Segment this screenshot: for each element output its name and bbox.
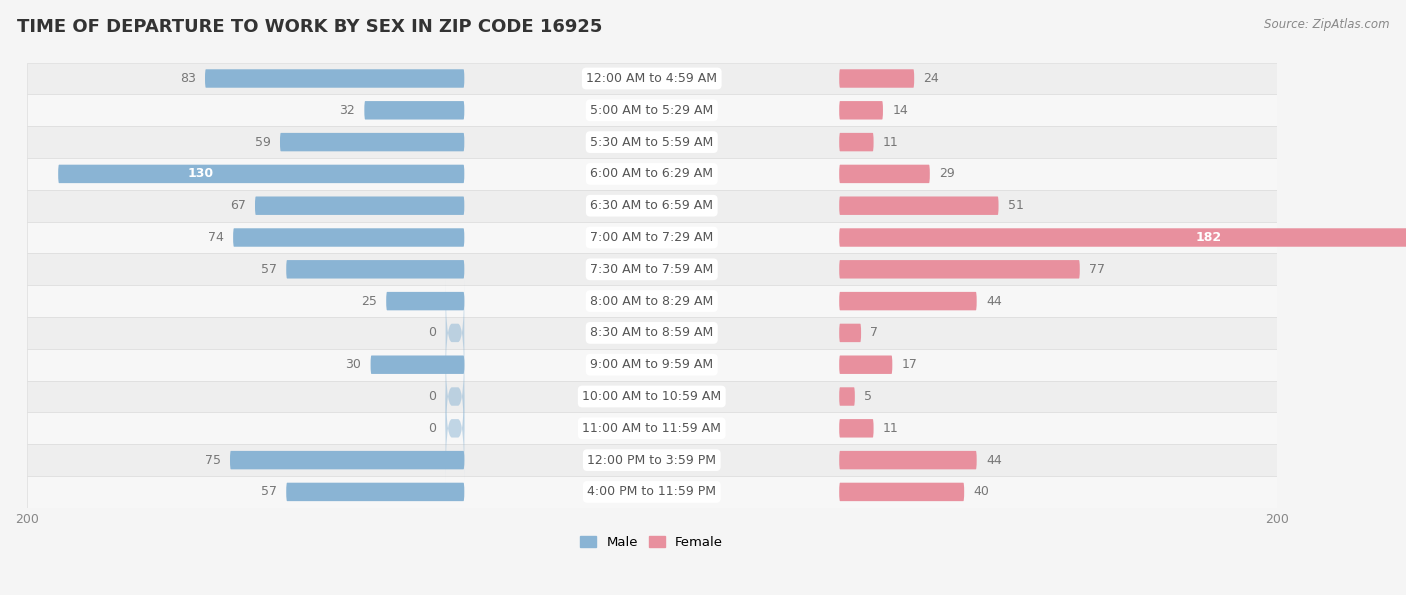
Legend: Male, Female: Male, Female bbox=[575, 531, 728, 555]
FancyBboxPatch shape bbox=[839, 133, 873, 151]
FancyBboxPatch shape bbox=[446, 278, 464, 387]
Text: 8:30 AM to 8:59 AM: 8:30 AM to 8:59 AM bbox=[591, 327, 713, 339]
FancyBboxPatch shape bbox=[364, 101, 464, 120]
Bar bbox=[27, 221, 1277, 253]
FancyBboxPatch shape bbox=[371, 355, 464, 374]
Text: 10:00 AM to 10:59 AM: 10:00 AM to 10:59 AM bbox=[582, 390, 721, 403]
FancyBboxPatch shape bbox=[280, 133, 464, 151]
Text: 182: 182 bbox=[1195, 231, 1222, 244]
Text: 12:00 PM to 3:59 PM: 12:00 PM to 3:59 PM bbox=[588, 453, 716, 466]
FancyBboxPatch shape bbox=[287, 260, 464, 278]
Bar bbox=[27, 190, 1277, 221]
Bar bbox=[27, 285, 1277, 317]
Bar bbox=[27, 126, 1277, 158]
FancyBboxPatch shape bbox=[839, 165, 929, 183]
Text: 30: 30 bbox=[346, 358, 361, 371]
Text: 0: 0 bbox=[429, 390, 436, 403]
FancyBboxPatch shape bbox=[839, 228, 1406, 247]
Text: 57: 57 bbox=[262, 263, 277, 276]
Text: 75: 75 bbox=[205, 453, 221, 466]
Text: Source: ZipAtlas.com: Source: ZipAtlas.com bbox=[1264, 18, 1389, 31]
Text: 0: 0 bbox=[429, 327, 436, 339]
Text: 8:00 AM to 8:29 AM: 8:00 AM to 8:29 AM bbox=[591, 295, 713, 308]
FancyBboxPatch shape bbox=[446, 374, 464, 483]
FancyBboxPatch shape bbox=[839, 101, 883, 120]
Bar bbox=[27, 158, 1277, 190]
Text: 11: 11 bbox=[883, 422, 898, 435]
FancyBboxPatch shape bbox=[839, 483, 965, 501]
FancyBboxPatch shape bbox=[839, 451, 977, 469]
Bar bbox=[27, 412, 1277, 444]
Text: 17: 17 bbox=[901, 358, 918, 371]
Text: TIME OF DEPARTURE TO WORK BY SEX IN ZIP CODE 16925: TIME OF DEPARTURE TO WORK BY SEX IN ZIP … bbox=[17, 18, 602, 36]
Text: 5:00 AM to 5:29 AM: 5:00 AM to 5:29 AM bbox=[591, 104, 713, 117]
Text: 67: 67 bbox=[229, 199, 246, 212]
Text: 44: 44 bbox=[986, 295, 1002, 308]
FancyBboxPatch shape bbox=[839, 196, 998, 215]
Text: 11: 11 bbox=[883, 136, 898, 149]
FancyBboxPatch shape bbox=[287, 483, 464, 501]
Text: 6:30 AM to 6:59 AM: 6:30 AM to 6:59 AM bbox=[591, 199, 713, 212]
FancyBboxPatch shape bbox=[839, 355, 893, 374]
Text: 7:00 AM to 7:29 AM: 7:00 AM to 7:29 AM bbox=[591, 231, 713, 244]
FancyBboxPatch shape bbox=[839, 292, 977, 311]
Text: 4:00 PM to 11:59 PM: 4:00 PM to 11:59 PM bbox=[588, 486, 716, 499]
Text: 44: 44 bbox=[986, 453, 1002, 466]
Bar bbox=[27, 444, 1277, 476]
FancyBboxPatch shape bbox=[58, 165, 464, 183]
Text: 77: 77 bbox=[1090, 263, 1105, 276]
Text: 7: 7 bbox=[870, 327, 879, 339]
Text: 12:00 AM to 4:59 AM: 12:00 AM to 4:59 AM bbox=[586, 72, 717, 85]
FancyBboxPatch shape bbox=[839, 387, 855, 406]
Text: 83: 83 bbox=[180, 72, 195, 85]
Text: 40: 40 bbox=[973, 486, 990, 499]
Bar bbox=[27, 349, 1277, 381]
Text: 5:30 AM to 5:59 AM: 5:30 AM to 5:59 AM bbox=[591, 136, 713, 149]
Text: 0: 0 bbox=[429, 422, 436, 435]
Text: 74: 74 bbox=[208, 231, 224, 244]
Bar bbox=[27, 253, 1277, 285]
FancyBboxPatch shape bbox=[231, 451, 464, 469]
FancyBboxPatch shape bbox=[233, 228, 464, 247]
FancyBboxPatch shape bbox=[446, 342, 464, 451]
Text: 9:00 AM to 9:59 AM: 9:00 AM to 9:59 AM bbox=[591, 358, 713, 371]
Bar bbox=[27, 317, 1277, 349]
FancyBboxPatch shape bbox=[839, 419, 873, 437]
Text: 57: 57 bbox=[262, 486, 277, 499]
Bar bbox=[27, 95, 1277, 126]
Bar bbox=[27, 476, 1277, 508]
Text: 5: 5 bbox=[865, 390, 872, 403]
Text: 29: 29 bbox=[939, 167, 955, 180]
Text: 7:30 AM to 7:59 AM: 7:30 AM to 7:59 AM bbox=[591, 263, 713, 276]
Bar bbox=[27, 62, 1277, 95]
Text: 14: 14 bbox=[893, 104, 908, 117]
FancyBboxPatch shape bbox=[205, 69, 464, 87]
Text: 130: 130 bbox=[187, 167, 214, 180]
Text: 32: 32 bbox=[339, 104, 354, 117]
Text: 6:00 AM to 6:29 AM: 6:00 AM to 6:29 AM bbox=[591, 167, 713, 180]
Text: 25: 25 bbox=[361, 295, 377, 308]
Text: 59: 59 bbox=[254, 136, 270, 149]
Text: 24: 24 bbox=[924, 72, 939, 85]
FancyBboxPatch shape bbox=[839, 69, 914, 87]
FancyBboxPatch shape bbox=[839, 260, 1080, 278]
Bar bbox=[27, 381, 1277, 412]
FancyBboxPatch shape bbox=[254, 196, 464, 215]
FancyBboxPatch shape bbox=[839, 324, 860, 342]
FancyBboxPatch shape bbox=[387, 292, 464, 311]
Text: 51: 51 bbox=[1008, 199, 1024, 212]
Text: 11:00 AM to 11:59 AM: 11:00 AM to 11:59 AM bbox=[582, 422, 721, 435]
